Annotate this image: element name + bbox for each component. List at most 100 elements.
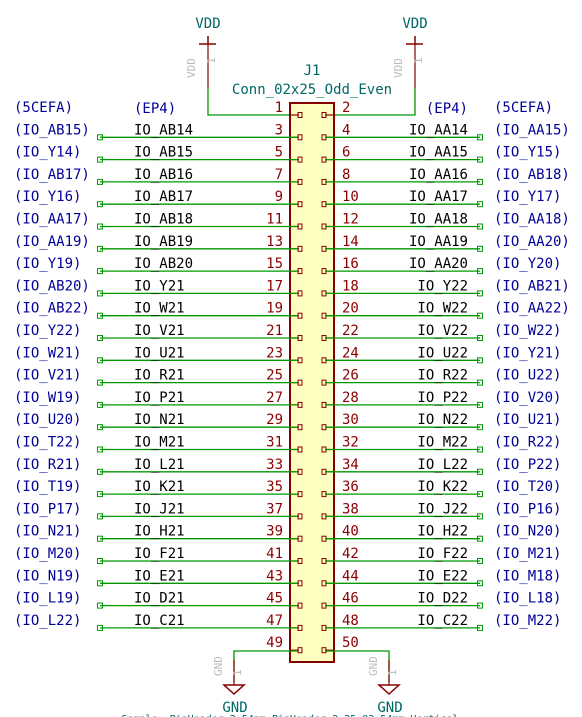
net-label: IO_AB18 <box>134 212 193 228</box>
global-label: (IO_AB20) <box>14 278 90 294</box>
right-pin-row: 8 IO_AA16 (IO_AB18) <box>321 167 570 185</box>
wire-end-square <box>477 446 483 453</box>
global-label: (IO_M21) <box>494 546 561 562</box>
wire-end-square <box>97 558 103 564</box>
right-pin-row: 36 IO_K22 (IO_T20) <box>321 479 561 498</box>
pin-number: 6 <box>342 145 350 161</box>
wire-end-square <box>97 335 103 341</box>
net-label: IO_N22 <box>417 412 468 428</box>
vdd-pin-name-left: VDD <box>185 58 198 78</box>
net-label: IO_M21 <box>134 435 185 451</box>
global-label: (IO_W21) <box>14 345 81 361</box>
gnd-pin-num-right: 1 <box>386 669 399 676</box>
left-pin-row: 27 IO_P21 (IO_W19) <box>14 390 303 408</box>
right-pin-row: 50 <box>321 635 359 654</box>
gnd-pin-name-right: GND <box>367 656 380 676</box>
left-pin-row: 25 IO_R21 (IO_V21) <box>14 368 303 386</box>
footer-text: Sample: PinHeader_2.54mm_PinHeader_2.25_… <box>121 714 458 717</box>
pin-number: 2 <box>342 100 350 116</box>
pin-number: 38 <box>342 501 359 517</box>
net-label: IO_P22 <box>417 390 468 406</box>
global-label: (IO_T19) <box>14 479 81 495</box>
wire-end-square <box>477 491 483 498</box>
right-pin-row: 6 IO_AA15 (IO_Y15) <box>321 145 561 163</box>
net-label: IO_K21 <box>134 479 185 495</box>
global-label: (IO_AA15) <box>494 122 570 138</box>
net-label: IO_AA20 <box>409 256 468 272</box>
wire-end-square <box>477 401 483 408</box>
wire-end-square <box>97 245 103 252</box>
vdd-symbol-left: VDD VDD 1 <box>185 16 221 88</box>
global-label: (IO_AA17) <box>14 212 90 228</box>
wire-end-square <box>97 580 103 587</box>
global-label: (IO_L18) <box>494 591 561 607</box>
wire-end-square <box>477 156 483 163</box>
global-label: (IO_Y20) <box>494 256 561 272</box>
net-label: IO_AA16 <box>409 167 468 183</box>
pin-number: 19 <box>266 301 283 317</box>
left-pin-row: 35 IO_K21 (IO_T19) <box>14 479 303 498</box>
pin-number: 10 <box>342 189 359 205</box>
pin-number: 40 <box>342 524 359 540</box>
left-pin-row: 41 IO_F21 (IO_M20) <box>14 546 303 564</box>
gnd-triangle-left <box>222 684 246 696</box>
pin-number: 16 <box>342 256 359 272</box>
right-pin-row: 2 (EP4) (5CEFA) <box>321 100 553 118</box>
global-label: (IO_N19) <box>14 568 81 584</box>
pin-number: 30 <box>342 412 359 428</box>
net-label: IO_E22 <box>417 568 468 584</box>
right-pin-row: 24 IO_U22 (IO_Y21) <box>321 345 561 364</box>
vdd-symbol-right: VDD VDD 1 <box>392 16 428 88</box>
net-label: IO_AB17 <box>134 189 193 205</box>
global-label: (IO_Y17) <box>494 189 561 205</box>
global-label: (IO_U22) <box>494 368 561 384</box>
global-label: (IO_AB17) <box>14 167 90 183</box>
global-label: (IO_P16) <box>494 501 561 517</box>
net-label: IO_Y22 <box>417 278 468 294</box>
left-pin-row: 37 IO_J21 (IO_P17) <box>14 501 303 520</box>
right-pin-row: 14 IO_AA19 (IO_AA20) <box>321 234 570 252</box>
wire-end-square <box>97 602 103 609</box>
global-label: (IO_Y15) <box>494 145 561 161</box>
pin-number: 25 <box>266 368 283 384</box>
right-pin-row: 18 IO_Y22 (IO_AB21) <box>321 278 570 297</box>
left-pin-row: 31 IO_M21 (IO_T22) <box>14 435 303 453</box>
left-pin-row: 11 IO_AB18 (IO_AA17) <box>14 212 303 230</box>
global-label: (IO_M20) <box>14 546 81 562</box>
pin-number: 15 <box>266 256 283 272</box>
wire-end-square <box>97 156 103 163</box>
net-label: IO_V22 <box>417 323 468 339</box>
pin-number: 8 <box>342 167 350 183</box>
left-pin-row: 29 IO_N21 (IO_U20) <box>14 412 303 431</box>
connector-reference: J1 <box>304 63 321 79</box>
pin-number: 46 <box>342 591 359 607</box>
pin-number: 33 <box>266 457 283 473</box>
wire-end-square <box>477 468 483 475</box>
global-label: (IO_N20) <box>494 524 561 540</box>
wire-end-square <box>477 178 483 185</box>
net-label: IO_AA18 <box>409 212 468 228</box>
pin-number: 29 <box>266 412 283 428</box>
connector-value: Conn_02x25_Odd_Even <box>232 82 392 98</box>
right-pin-row: 28 IO_P22 (IO_V20) <box>321 390 561 408</box>
left-pin-row: 9 IO_AB17 (IO_Y16) <box>14 189 303 208</box>
net-label: IO_N21 <box>134 412 185 428</box>
global-label: (IO_AB18) <box>494 167 570 183</box>
gnd-label-right: GND <box>377 700 402 716</box>
global-label: (IO_T22) <box>14 435 81 451</box>
pin-number: 35 <box>266 479 283 495</box>
wire-end-square <box>477 379 483 386</box>
pin-number: 9 <box>275 189 283 205</box>
net-label: IO_P21 <box>134 390 185 406</box>
global-label: (IO_AA20) <box>494 234 570 250</box>
pin-end-marker <box>297 112 303 118</box>
wire-end-square <box>97 424 103 431</box>
net-label: IO_L22 <box>417 457 468 473</box>
left-pin-row: 33 IO_L21 (IO_R21) <box>14 457 303 475</box>
wire-end-square <box>97 379 103 386</box>
vdd-pin-num-right: 1 <box>412 57 425 64</box>
pin-number: 27 <box>266 390 283 406</box>
net-label: IO_AB20 <box>134 256 193 272</box>
pin-number: 41 <box>266 546 283 562</box>
